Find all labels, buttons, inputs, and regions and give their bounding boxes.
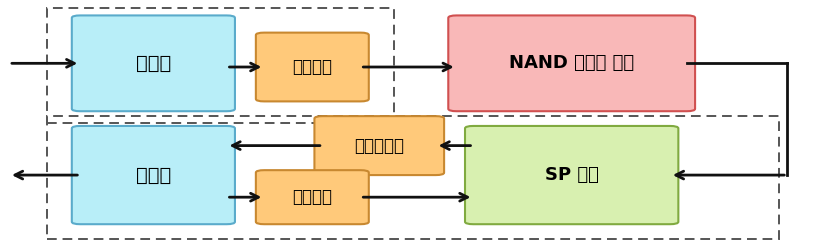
FancyBboxPatch shape [72,15,235,111]
Bar [47,8,394,123]
Text: 인터리버: 인터리버 [292,58,333,76]
FancyBboxPatch shape [314,116,444,175]
FancyBboxPatch shape [256,170,369,224]
FancyBboxPatch shape [465,126,678,224]
Text: 부호기: 부호기 [136,54,171,73]
Text: 복호기: 복호기 [136,165,171,185]
FancyBboxPatch shape [448,15,695,111]
Text: SP 모듈: SP 모듈 [545,166,598,184]
FancyBboxPatch shape [256,33,369,102]
Bar [47,116,779,239]
Text: NAND 플래시 장치: NAND 플래시 장치 [510,54,634,72]
Text: 인터리버: 인터리버 [292,188,333,206]
FancyBboxPatch shape [72,126,235,224]
Text: 디인터리버: 디인터리버 [354,137,404,155]
